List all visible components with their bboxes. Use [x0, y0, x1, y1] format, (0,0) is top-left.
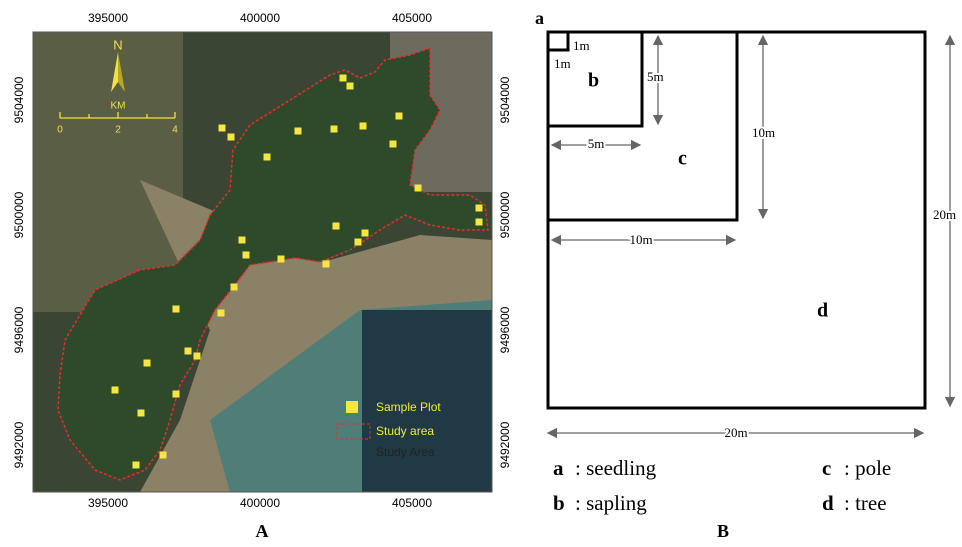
sample-plot — [361, 229, 369, 237]
key-text: : pole — [844, 456, 891, 480]
label-halo: 20m — [933, 207, 956, 222]
sample-plot — [111, 386, 119, 394]
sample-plot — [330, 125, 338, 133]
north-arrow — [111, 52, 118, 92]
sample-plot — [332, 222, 340, 230]
sample-plot — [277, 255, 285, 263]
x-tick-label: 400000 — [240, 496, 280, 510]
seedling-plot — [546, 30, 570, 52]
dimension-label: 20m — [933, 207, 956, 222]
x-tick-label: 395000 — [88, 496, 128, 510]
sample-plot — [294, 127, 302, 135]
y-tick-label: 9496000 — [498, 306, 512, 353]
sample-plot — [217, 309, 225, 317]
scale-tick: 2 — [115, 125, 121, 136]
dimension-label: 5m — [588, 136, 605, 151]
dimension-label: 1m — [554, 56, 571, 71]
map-frame — [32, 31, 493, 493]
sample-plot — [475, 218, 483, 226]
x-tick-label: 405000 — [392, 11, 432, 25]
sample-plot — [227, 133, 235, 141]
north-arrow — [118, 52, 125, 92]
y-tick-label: 9492000 — [12, 421, 26, 468]
sample-plot — [354, 238, 362, 246]
scale-tick: 0 — [57, 125, 63, 136]
dimension-label: 1m — [573, 38, 590, 53]
y-tick-label: 9500000 — [12, 191, 26, 238]
legend-label: Study area — [376, 424, 434, 438]
sample-plot — [414, 184, 422, 192]
north-label: N — [113, 37, 122, 52]
plot-diagram — [546, 30, 927, 410]
scale-tick: 4 — [172, 125, 178, 136]
legend-area-symbol — [336, 423, 371, 440]
sample-plot — [359, 122, 367, 130]
dimension-label: 10m — [629, 232, 652, 247]
study-area — [57, 46, 489, 481]
sample-plot — [143, 359, 151, 367]
sample-plot — [322, 260, 330, 268]
plot-letter: d — [817, 300, 828, 322]
corner-label: a — [535, 8, 544, 28]
sea-deep — [362, 310, 492, 492]
key-text: : seedling — [575, 456, 657, 480]
label-halo: 20m — [724, 425, 747, 440]
y-tick-label: 9504000 — [12, 76, 26, 123]
sample-plot — [395, 112, 403, 120]
land — [33, 32, 183, 312]
sample-plot — [475, 204, 483, 212]
sample-plot — [238, 236, 246, 244]
sample-plot — [137, 409, 145, 417]
label-halo: 5m — [647, 69, 664, 84]
dimension-arrows — [546, 34, 956, 439]
y-tick-label: 9492000 — [498, 421, 512, 468]
dimension-label: 5m — [647, 69, 664, 84]
key-letter: c — [822, 456, 831, 480]
legend-plot-symbol — [346, 401, 358, 413]
scale-bar — [59, 112, 176, 119]
plot-letter: c — [678, 148, 687, 170]
panel-label: B — [717, 521, 729, 541]
sample-plot — [172, 390, 180, 398]
y-tick-label: 9500000 — [498, 191, 512, 238]
y-tick-label: 9496000 — [12, 306, 26, 353]
x-tick-label: 395000 — [88, 11, 128, 25]
sample-plot — [172, 305, 180, 313]
y-tick-label: 9504000 — [498, 76, 512, 123]
label-halo: 10m — [752, 125, 775, 140]
sample-plot — [263, 153, 271, 161]
sample-plot — [159, 451, 167, 459]
sample-plot — [242, 251, 250, 259]
sample-plot — [218, 124, 226, 132]
dimension-label: 10m — [752, 125, 775, 140]
legend-label: Sample Plot — [376, 400, 441, 414]
sample-plot — [184, 347, 192, 355]
x-tick-label: 400000 — [240, 11, 280, 25]
scale-unit: KM — [111, 101, 126, 112]
sample-plot — [389, 140, 397, 148]
x-tick-label: 405000 — [392, 496, 432, 510]
key-letter: b — [553, 491, 565, 515]
sample-plot — [230, 283, 238, 291]
key-text: : tree — [844, 491, 887, 515]
legend-label: Study Area — [376, 445, 435, 459]
sample-plot — [346, 82, 354, 90]
plot-letter: b — [588, 70, 599, 92]
map-panel: N KM 0 2 4 Sample Plot Study area Study … — [12, 11, 512, 541]
sample-plot — [132, 461, 140, 469]
sapling-plot — [546, 30, 644, 128]
panel-label: A — [256, 521, 269, 541]
dimension-label: 20m — [724, 425, 747, 440]
label-halo: 5m — [588, 136, 605, 151]
sample-plot — [193, 352, 201, 360]
sample-plot — [339, 74, 347, 82]
key-letter: a — [553, 456, 564, 480]
key-letter: d — [822, 491, 834, 515]
label-halo: 10m — [629, 232, 652, 247]
key-text: : sapling — [575, 491, 647, 515]
